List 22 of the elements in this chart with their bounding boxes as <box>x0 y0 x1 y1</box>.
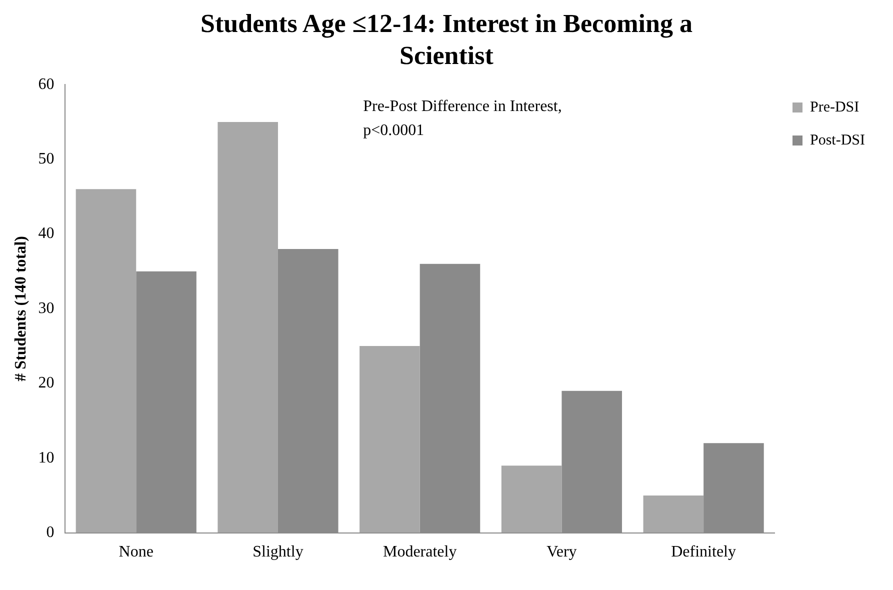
bar <box>501 466 562 533</box>
y-tick-label: 10 <box>38 449 54 466</box>
y-tick-label: 20 <box>38 374 54 392</box>
chart-title: Students Age ≤12-14: Interest in Becoming a Scientist <box>200 8 694 72</box>
legend-label: Pre-DSI <box>810 99 860 116</box>
annotation: Pre-Post Difference in Interest, p<0.0001 <box>363 98 562 139</box>
bar <box>360 346 420 533</box>
y-tick-label: 30 <box>38 300 54 317</box>
y-tick-label: 40 <box>38 225 54 242</box>
y-axis-title: # Students (140 total) <box>12 236 30 382</box>
x-tick-label: Moderately <box>382 544 457 561</box>
x-tick-label: Slightly <box>252 544 304 561</box>
x-tick-label: Very <box>546 544 577 561</box>
legend-label: Post-DSI <box>810 132 866 148</box>
y-tick-label: 60 <box>38 76 54 93</box>
y-tick-label: 0 <box>46 524 54 542</box>
bar <box>218 122 278 533</box>
y-tick-label: 50 <box>38 150 54 168</box>
bar <box>76 189 136 533</box>
x-tick-label: Definitely <box>671 544 736 561</box>
bar <box>643 495 704 533</box>
x-tick-label: None <box>118 544 154 561</box>
